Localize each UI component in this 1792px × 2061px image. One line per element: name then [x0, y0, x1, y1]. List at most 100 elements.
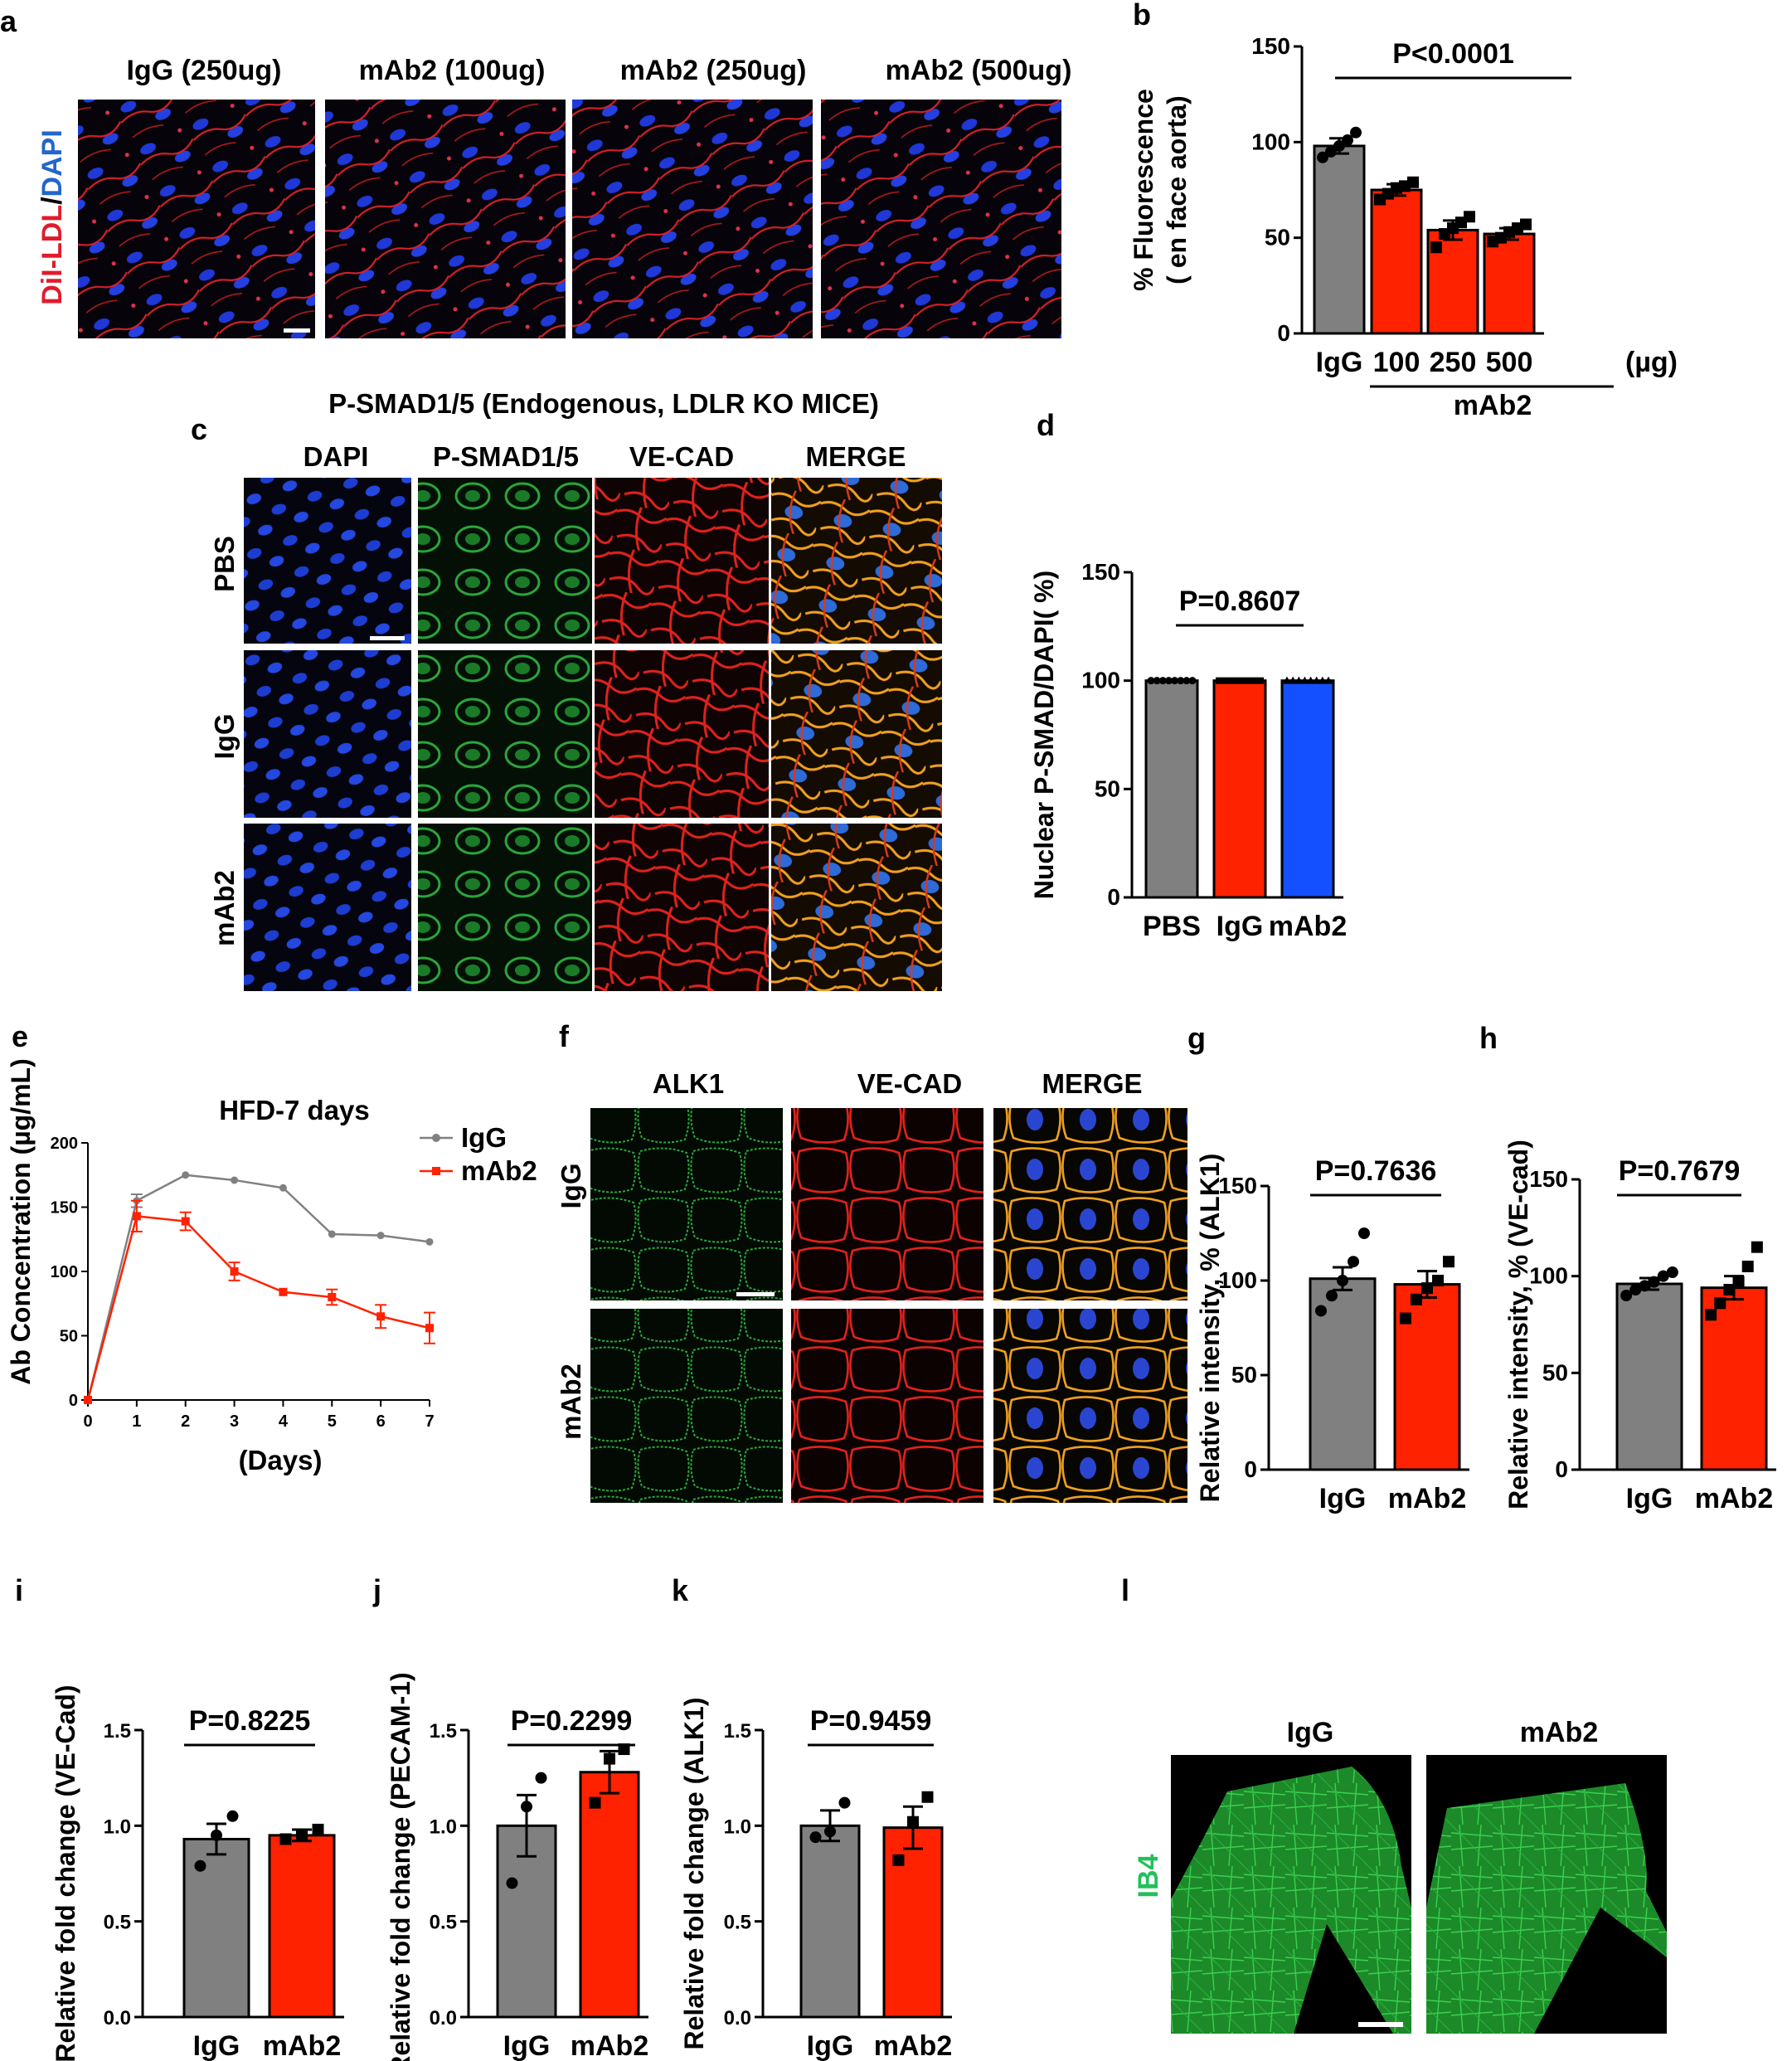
y-tick-label: 1.0	[724, 1816, 751, 1838]
x-tick-label: 2	[181, 1412, 190, 1431]
data-point	[1257, 677, 1264, 684]
data-point	[1648, 1276, 1660, 1288]
panel-label-h: h	[1479, 1021, 1498, 1055]
panel-f-col-1: VE-CAD	[857, 1068, 963, 1099]
panel-c-title: P-SMAD1/5 (Endogenous, LDLR KO MICE)	[328, 388, 879, 419]
category-label: IgG	[193, 2030, 240, 2061]
bar-IgG	[182, 1837, 250, 2019]
data-point	[1300, 676, 1309, 684]
y-tick-label: 50	[1231, 1362, 1257, 1388]
data-point	[1358, 1227, 1370, 1239]
y-axis-title: Relative fold change (PECAM-1)	[386, 1672, 415, 2061]
data-point	[1629, 1284, 1642, 1295]
y-tick-label: 50	[1265, 225, 1290, 250]
dapi-label: DAPI	[36, 129, 68, 197]
data-point	[1188, 677, 1197, 685]
data-point	[1407, 176, 1419, 188]
bar-IgG	[496, 1824, 557, 2019]
data-point	[1714, 1297, 1726, 1310]
group-label: mAb2	[1454, 390, 1532, 421]
y-tick-label: 150	[1529, 1166, 1568, 1192]
y-tick-label: 0.5	[724, 1912, 751, 1934]
y-axis-title: Nuclear P-SMAD/DAPI( %)	[1029, 571, 1059, 900]
data-point	[376, 1232, 385, 1240]
bar-IgG	[1212, 679, 1267, 899]
data-point	[1348, 1256, 1359, 1268]
panel-c-row-0: PBS	[209, 536, 240, 592]
data-point	[182, 1171, 190, 1179]
micrograph-c	[771, 824, 942, 991]
data-point	[425, 1237, 434, 1246]
y-tick-label: 1.5	[430, 1720, 457, 1743]
data-point	[1324, 676, 1333, 684]
micrograph-a-mab2-100	[325, 100, 566, 338]
y-tick-label: 100	[51, 1263, 78, 1281]
data-point	[376, 1312, 386, 1321]
y-axis-title: Relative fold change (ALK1)	[679, 1698, 709, 2050]
data-point	[1227, 677, 1235, 684]
y-tick-label: 100	[1218, 1267, 1257, 1293]
bar-chart-d: d 0 50 100 150 PBS IgG mAb2 P=0.8607 Nuclear P-SM…	[1029, 408, 1347, 942]
panel-f-row-0: IgG	[556, 1164, 586, 1209]
y-axis-title: Relative intensity, % (ALK1)	[1195, 1154, 1225, 1503]
micrograph-a-mab2-500	[821, 100, 1061, 338]
category-label: PBS	[1143, 911, 1201, 942]
panel-label-k: k	[672, 1573, 689, 1607]
data-point	[838, 1796, 851, 1809]
y-tick-label: 150	[1251, 33, 1290, 59]
data-point	[279, 1287, 288, 1296]
p-value: P=0.7679	[1619, 1155, 1741, 1187]
bar-IgG	[799, 1824, 861, 2019]
data-point	[1147, 677, 1155, 685]
p-value: P=0.8607	[1179, 586, 1301, 617]
data-point	[1443, 1256, 1454, 1268]
y-tick-label: 0	[69, 1392, 78, 1410]
micrograph-f	[590, 1309, 783, 1503]
panel-a-side-label: DiI-LDL/DAPI	[36, 129, 68, 305]
y-tick-label: 100	[1529, 1263, 1568, 1289]
data-point	[1164, 677, 1173, 685]
panel-label-i: i	[15, 1573, 23, 1607]
bar-chart-b: b 0 50 100 150 IgG 100 250 500 P<0.0001 % Fluoresc…	[1129, 0, 1678, 421]
panel-label-j: j	[372, 1573, 381, 1607]
y-tick-label: 0	[1277, 320, 1290, 346]
y-axis-title: % Fluorescence	[1129, 89, 1158, 291]
bar-IgG	[1313, 144, 1366, 335]
category-label: 100	[1373, 347, 1420, 378]
y-axis-title: Ab Concentration (µg/mL)	[6, 1058, 36, 1385]
y-axis-title: Relative fold change (VE-Cad)	[51, 1684, 80, 2061]
bar-chart-i: i 0.0 0.5 1.0 1.5 IgG mAb2 P=0.8225 Relative fol…	[15, 1573, 344, 2061]
panel-l-col-1: mAb2	[1520, 1717, 1598, 1748]
x-axis-title: (Days)	[239, 1445, 323, 1475]
data-point	[824, 1825, 836, 1838]
panel-label-d: d	[1037, 408, 1055, 442]
micrograph-a-mab2-250	[572, 100, 813, 338]
panel-c-col-1: P-SMAD1/5	[433, 441, 579, 472]
category-label: IgG	[1319, 1483, 1367, 1514]
y-tick-label: 150	[51, 1199, 78, 1218]
series-line	[86, 1214, 430, 1401]
data-point	[425, 1324, 434, 1333]
data-point	[1326, 1290, 1338, 1302]
panel-c-col-2: VE-CAD	[629, 441, 735, 472]
data-point	[521, 1801, 532, 1813]
data-point	[1221, 677, 1229, 684]
y-tick-label: 50	[60, 1328, 78, 1346]
legend-label: IgG	[461, 1122, 507, 1153]
y-tick-label: 0.5	[430, 1912, 457, 1934]
data-point	[231, 1176, 239, 1184]
y-tick-label: 150	[1218, 1173, 1257, 1198]
data-point	[1216, 677, 1222, 684]
y-axis-title: Relative intensity, % (VE-cad)	[1503, 1140, 1533, 1509]
panel-a-col-1: mAb2 (100ug)	[359, 55, 546, 86]
category-label: mAb2	[1269, 911, 1347, 942]
panel-l: l IgG mAb2 IB4	[1121, 1573, 1667, 2034]
data-point	[1741, 1261, 1754, 1272]
data-point	[226, 1810, 239, 1822]
p-value: P=0.2299	[511, 1705, 633, 1737]
micrograph-c	[418, 824, 592, 991]
micrograph-a-igg	[78, 100, 315, 338]
ib4-label: IB4	[1133, 1854, 1164, 1898]
bar-mAb2	[268, 1834, 336, 2019]
data-point	[1289, 676, 1298, 684]
